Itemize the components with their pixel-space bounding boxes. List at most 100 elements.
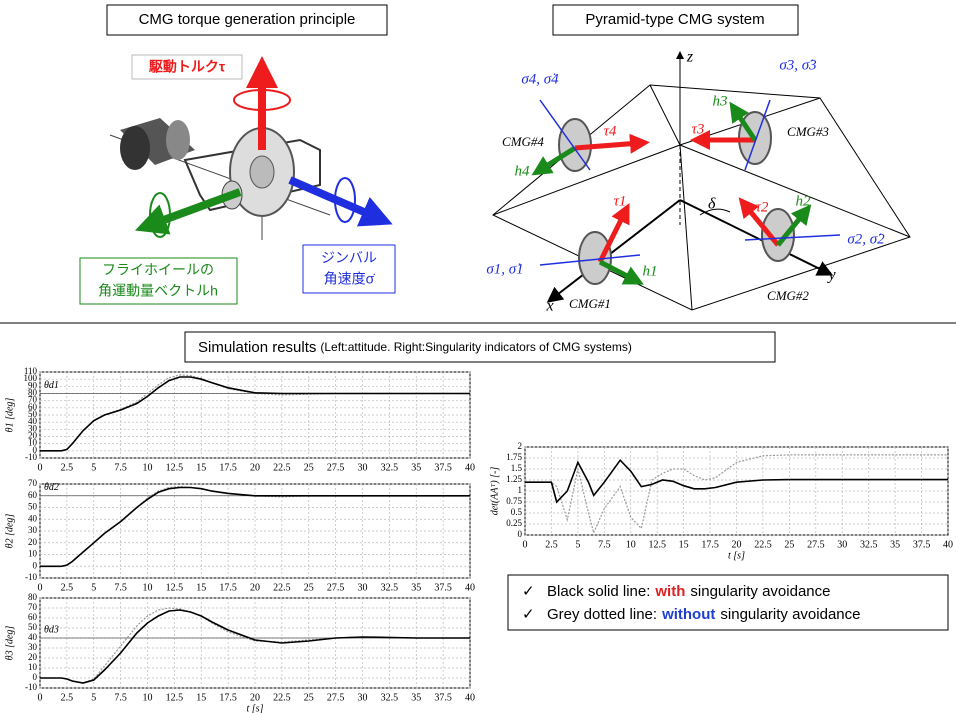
y-tick-label: 30 [28, 423, 38, 433]
x-tick-label: 5 [91, 692, 96, 703]
x-tick-label: 7.5 [598, 539, 611, 550]
x-tick-label: 37.5 [434, 692, 452, 703]
x-tick-label: 12.5 [648, 539, 666, 550]
data-line [40, 607, 470, 684]
x-tick-label: 10 [626, 539, 636, 550]
x-tick-label: 37.5 [434, 582, 452, 593]
y-axis-label: θ3 [deg] [4, 626, 15, 661]
label-box [131, 54, 243, 80]
x-tick-label: 32.5 [381, 692, 399, 703]
reference-label: θd2 [44, 482, 59, 493]
data-line [525, 454, 948, 535]
x-tick-label: 20 [250, 462, 260, 473]
x-tick-label: 37.5 [434, 462, 452, 473]
x-tick-label: 10 [143, 462, 153, 473]
y-tick-label: 30 [28, 642, 38, 652]
y-tick-label: 40 [28, 632, 38, 642]
y-tick-label: 0.75 [506, 496, 522, 506]
y-tick-label: 1 [518, 485, 523, 495]
x-tick-label: 30 [358, 582, 368, 593]
legend-entry: Grey dotted line: without singularity avoi… [547, 606, 860, 623]
wheel-label: 角運動量ベクトルh [98, 283, 218, 299]
x-tick-label: 30 [358, 462, 368, 473]
cmg-tau-label: τ3 [692, 121, 705, 137]
legend[interactable] [507, 574, 949, 631]
x-axis-label: t [s] [728, 550, 745, 561]
diagram-title: CMG torque generation principle [139, 11, 356, 28]
y-tick-label: 2 [518, 441, 523, 451]
x-tick-label: 40 [465, 692, 475, 703]
x-tick-label: 0 [38, 692, 43, 703]
y-tick-label: 60 [28, 490, 38, 500]
x-tick-label: 32.5 [381, 462, 399, 473]
x-tick-label: 35 [411, 462, 421, 473]
x-tick-label: 5 [91, 462, 96, 473]
cmg-tau-label: τ2 [756, 199, 769, 215]
x-tick-label: 25 [304, 582, 314, 593]
x-tick-label: 2.5 [61, 692, 74, 703]
x-tick-label: 20 [250, 582, 260, 593]
section-title: Simulation results [198, 339, 316, 356]
x-tick-label: 25 [304, 692, 314, 703]
gimbal-label: ジンバル [321, 250, 377, 266]
plot-area [39, 371, 471, 459]
cmg-name-label: CMG#3 [787, 124, 829, 139]
x-tick-label: 20 [250, 692, 260, 703]
cmg-name-label: CMG#4 [502, 134, 544, 149]
angle-label: δ [708, 196, 716, 213]
y-tick-label: 100 [24, 373, 38, 383]
cmg-name-label: CMG#1 [569, 296, 611, 311]
wheel-label: フライホイールの [102, 262, 214, 278]
x-tick-label: 25 [304, 462, 314, 473]
cmg-sigma-label: σ3, σ̇3 [779, 57, 816, 73]
x-tick-label: 22.5 [273, 462, 291, 473]
y-tick-label: 30 [28, 525, 38, 535]
x-tick-label: 40 [465, 582, 475, 593]
x-tick-label: 22.5 [273, 582, 291, 593]
diagram-title: Pyramid-type CMG system [585, 11, 764, 28]
x-tick-label: 22.5 [273, 692, 291, 703]
x-axis-label: t [s] [247, 703, 264, 713]
cmg-sigma-label: σ4, σ̇4 [521, 71, 559, 87]
x-tick-label: 15 [196, 462, 206, 473]
gimbal-label: 角速度σ̇ [324, 271, 376, 287]
x-tick-label: 32.5 [860, 539, 878, 550]
legend-series-name: with [654, 583, 685, 600]
section-subtitle: (Left:attitude. Right:Singularity indica… [320, 340, 631, 354]
plot-area [39, 483, 471, 579]
x-tick-label: 7.5 [114, 582, 127, 593]
x-tick-label: 35 [411, 582, 421, 593]
legend-series-name: without [661, 606, 715, 623]
x-tick-label: 10 [143, 692, 153, 703]
y-tick-label: 0 [33, 672, 38, 682]
x-tick-label: 32.5 [381, 582, 399, 593]
x-tick-label: 15 [196, 692, 206, 703]
x-tick-label: 40 [943, 539, 953, 550]
x-tick-label: 22.5 [754, 539, 772, 550]
x-tick-label: 5 [91, 582, 96, 593]
cmg-h-label: h3 [713, 93, 728, 109]
y-tick-label: -10 [25, 572, 37, 582]
y-tick-label: 80 [28, 388, 38, 398]
y-tick-label: 20 [28, 652, 38, 662]
x-tick-label: 0 [523, 539, 528, 550]
x-tick-label: 27.5 [327, 692, 345, 703]
x-tick-label: 40 [465, 462, 475, 473]
x-tick-label: 35 [890, 539, 900, 550]
x-tick-label: 27.5 [327, 462, 345, 473]
pyramid [492, 51, 911, 311]
cmg-illustration [109, 56, 393, 240]
cmg-h-label: h1 [643, 263, 658, 279]
reference-label: θd1 [44, 380, 59, 391]
y-tick-label: 50 [28, 622, 38, 632]
y-tick-label: 60 [28, 402, 38, 412]
y-tick-label: 1.25 [506, 474, 522, 484]
x-tick-label: 12.5 [166, 692, 184, 703]
label-box [302, 244, 396, 294]
y-tick-label: -10 [25, 452, 37, 462]
